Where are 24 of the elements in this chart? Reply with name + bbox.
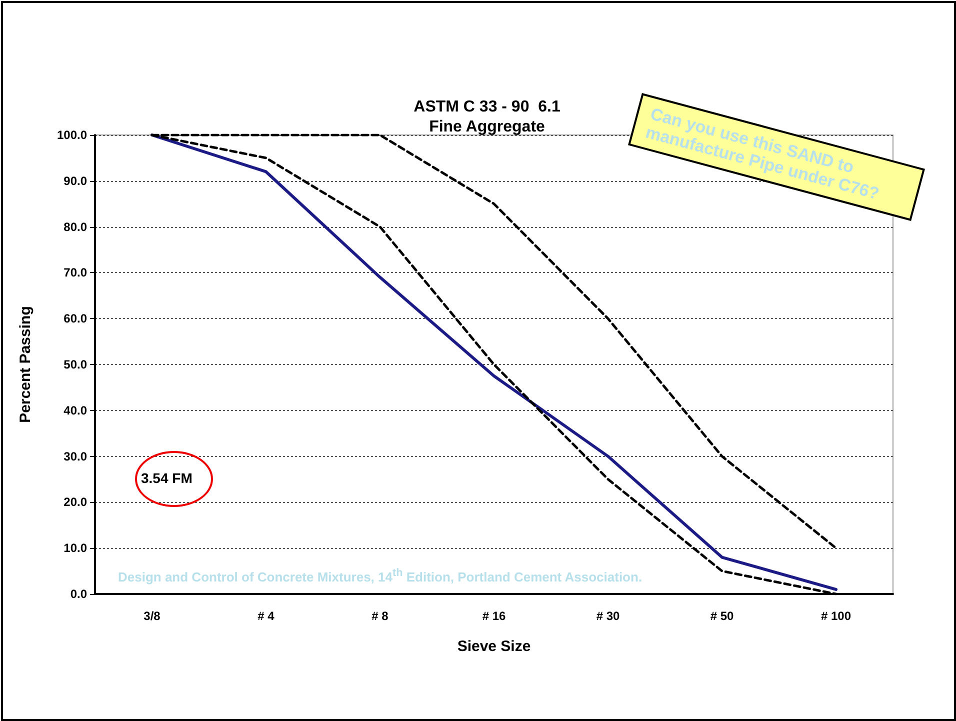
annotation: 3.54 FM [141, 470, 192, 486]
y-tick-label: 90.0 [64, 174, 88, 188]
x-tick-label: # 4 [258, 609, 275, 623]
y-tick-label: 80.0 [64, 220, 88, 234]
chart-title: ASTM C 33 - 90 6.1 [414, 98, 560, 116]
y-tick-label: 30.0 [64, 449, 88, 464]
x-tick-label: # 16 [482, 609, 506, 623]
y-tick-label: 40.0 [64, 403, 88, 418]
y-axis-title: Percent Passing [17, 306, 34, 423]
y-tick-label: 60.0 [64, 312, 88, 326]
x-tick-label: # 50 [710, 609, 734, 623]
x-axis-title: Sieve Size [457, 638, 531, 655]
x-tick-label: 3/8 [144, 609, 161, 623]
y-tick-label: 0.0 [70, 587, 88, 601]
y-tick-label: 10.0 [64, 541, 88, 556]
y-tick-label: 20.0 [64, 495, 88, 510]
y-tick-label: 70.0 [64, 266, 88, 280]
x-tick-label: # 100 [820, 609, 852, 623]
x-tick-label: # 8 [372, 609, 389, 623]
x-tick-label: # 30 [596, 609, 620, 623]
annotation: Design and Control of Concrete Mixtures, 14$^{th}$ Edition, Portland Cement Association. [118, 567, 642, 584]
y-tick-label: 50.0 [64, 358, 88, 372]
y-tick-label: 100.0 [56, 128, 88, 142]
chart-subtitle: Fine Aggregate [429, 118, 546, 136]
